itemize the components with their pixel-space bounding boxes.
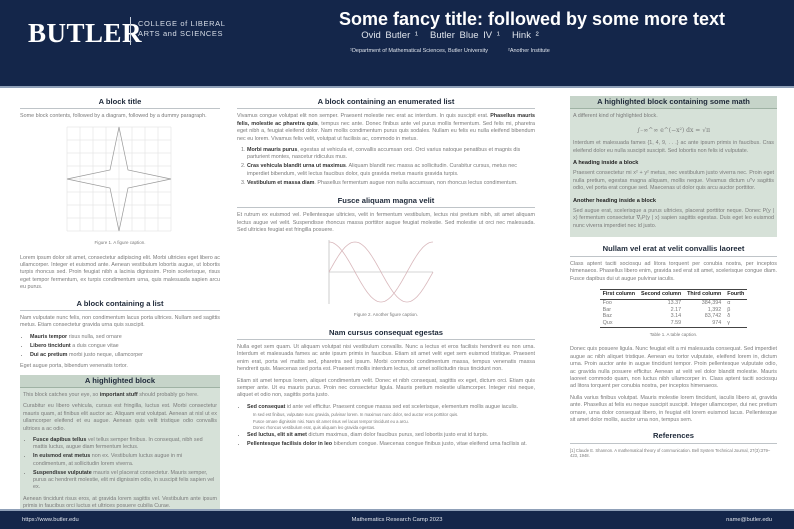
authors: Ovid Butler ¹ Butler Blue IV ¹ Hink ² (270, 30, 630, 41)
list-item: Sed luctus, elit sit amet dictum maximus… (247, 432, 535, 439)
block-title: Fusce aliquam magna velit (237, 195, 535, 209)
block-title: A block containing an enumerated list (237, 96, 535, 110)
table-row: Bar 2.17 1,392 β (602, 306, 731, 313)
paragraph: Nam vulputate nunc felis, non condimentu… (20, 315, 220, 329)
block-title: A highlighted block containing some math (570, 96, 777, 110)
list-item: Suspendisse vulputate mauris vel placera… (33, 470, 217, 492)
college-line-2: ARTS and SCIENCES (138, 29, 224, 38)
block-intro: Some block contents, followed by a diagr… (20, 113, 207, 120)
author: Ovid Butler ¹ (361, 30, 419, 41)
paragraph: Etiam sit amet tempus lorem, aliquet con… (237, 377, 535, 399)
logo-divider (130, 17, 131, 45)
equation: ∫₋∞^∞ e^(−x²) dx = √π (636, 126, 711, 134)
figure-caption: Figure 2. Another figure caption. (353, 312, 419, 318)
paragraph: Nulla eget sem quam. Ut aliquam volutpat… (237, 343, 535, 373)
paragraph: Aenean tincidunt risus eros, at gravida … (23, 495, 217, 510)
figure-caption: Figure 1. A figure caption. (94, 240, 146, 246)
footer-event: Mathematics Research Camp 2023 (351, 517, 443, 523)
affiliations: ¹Department of Mathematical Sciences, Bu… (270, 48, 630, 54)
butler-logo: BUTLER (28, 18, 143, 48)
table-row: Foo 13.37 384,394 α (602, 299, 731, 306)
left-column: A block title Some block contents, follo… (20, 96, 220, 524)
sine-cosine-plot (328, 239, 434, 304)
highlighted-block: A highlighted block This block catches y… (20, 374, 220, 518)
table-caption: Table 1. A table caption. (649, 331, 698, 337)
list-item: In euismod erat metus non ex. Vestibulum… (33, 453, 217, 468)
sub-item: In sed est finibus, vulputate nunc gravi… (253, 412, 459, 418)
paragraph: Sed augue erat, scelerisque a purus ultr… (573, 208, 774, 229)
list-item: Pellentesque facilisis dolor in leo bibe… (247, 441, 535, 448)
list-item: Cras vehicula blandit urna ut maximus. A… (247, 163, 535, 178)
block-title: Nam cursus consequat egestas (237, 327, 535, 340)
sub-item: Fusce ornare dignissim nisi. Nam sit ame… (253, 418, 409, 424)
cosine-curve (328, 241, 434, 303)
poster-header: BUTLER COLLEGE of LIBERAL ARTS and SCIENC… (0, 0, 794, 88)
paragraph: Donec quis posuere ligula. Nunc feugiat … (570, 346, 777, 390)
star-diagram (66, 126, 172, 232)
bullet-list: Fusce dapibus tellus vel tellus semper f… (33, 437, 217, 492)
list-item: Morbi mauris purus, egestas at vehicula … (247, 147, 535, 162)
paragraph: Curabitur eu libero vehicula, cursus est… (23, 403, 217, 432)
block-title: A block containing a list (20, 298, 220, 312)
list-item: Libero tincidunt a duis congue vitae (30, 343, 220, 350)
table-row: Qux 7.59 974 γ (599, 320, 748, 328)
affiliation: ¹Department of Mathematical Sciences, Bu… (350, 48, 488, 54)
reference-item: [1] Claude E. Shannon. A mathematical th… (570, 447, 771, 459)
affiliation: ²Another Institute (507, 48, 550, 54)
college-line-1: COLLEGE of LIBERAL (138, 19, 226, 28)
references-title: References (570, 430, 777, 444)
author: Hink ² (511, 30, 539, 41)
block-title: A highlighted block (20, 374, 220, 388)
block-heading: Another heading inside a block (573, 197, 656, 204)
bullet-list: Sed consequat id ante vel efficitur. Pra… (247, 404, 535, 449)
paragraph: Lorem ipsum dolor sit amet, consectetur … (20, 254, 220, 291)
paragraph: Class aptent taciti sociosqu ad litora t… (570, 260, 777, 282)
list-item: Mauris tempor risus nulla, sed ornare (30, 334, 220, 341)
list-item: Vestibulum et massa diam. Phasellus ferm… (247, 180, 535, 187)
list-item: Dui ac pretium morbi justo neque, ullamc… (30, 352, 220, 359)
bullet-list: Mauris tempor risus nulla, sed ornare Li… (30, 334, 220, 359)
table-header-row: First column Second column Third column Fou… (599, 288, 748, 300)
poster-title: Some fancy title: followed by some more … (338, 9, 726, 29)
paragraph: Vivamus congue volutpat elit non semper.… (237, 113, 535, 142)
paragraph: Eget augue porta, bibendum venenatis tor… (20, 363, 128, 370)
middle-column: A block containing an enumerated list Vi… (237, 96, 535, 452)
block-heading: A heading inside a block (573, 160, 639, 167)
right-column: A highlighted block containing some math… (570, 96, 777, 459)
paragraph: A different kind of highlighted block. (573, 113, 658, 120)
paragraph: Interdum et malesuada fames {1, 4, 9, . … (573, 140, 774, 154)
list-item: Sed consequat id ante vel efficitur. Pra… (247, 404, 535, 431)
footer-website-link[interactable]: https://www.butler.edu (22, 517, 79, 523)
sub-item: Donec rhoncus vestibulum erat, quis aliq… (253, 425, 376, 431)
sine-curve (328, 241, 434, 303)
block-title: Nullam vel erat at velit convallis laore… (570, 243, 777, 257)
paragraph: This block catches your eye, so importan… (23, 391, 199, 398)
highlighted-math-block: A highlighted block containing some math… (570, 96, 777, 238)
enumerated-list: Morbi mauris purus, egestas at vehicula … (247, 147, 535, 187)
paragraph: Praesent consectetur mi x² + y² metus, n… (573, 170, 774, 192)
paragraph: Nulla varius finibus volutpat. Mauris mo… (570, 394, 777, 423)
star-shape (66, 126, 172, 231)
table-row: Baz 3.14 83,742 δ (602, 313, 731, 320)
poster-footer: https://www.butler.edu Mathematics Resea… (0, 509, 794, 529)
footer-email-link[interactable]: name@butler.edu (726, 517, 772, 523)
block-title: A block title (20, 96, 220, 110)
data-table: First column Second column Third column Fou… (599, 288, 748, 328)
list-item: Fusce dapibus tellus vel tellus semper f… (33, 437, 217, 452)
college-wordmark: COLLEGE of LIBERAL ARTS and SCIENCES (138, 19, 226, 39)
paragraph: Et rutrum ex euismod vel. Pellentesque u… (237, 212, 535, 234)
author: Butler Blue IV ¹ (430, 30, 500, 41)
